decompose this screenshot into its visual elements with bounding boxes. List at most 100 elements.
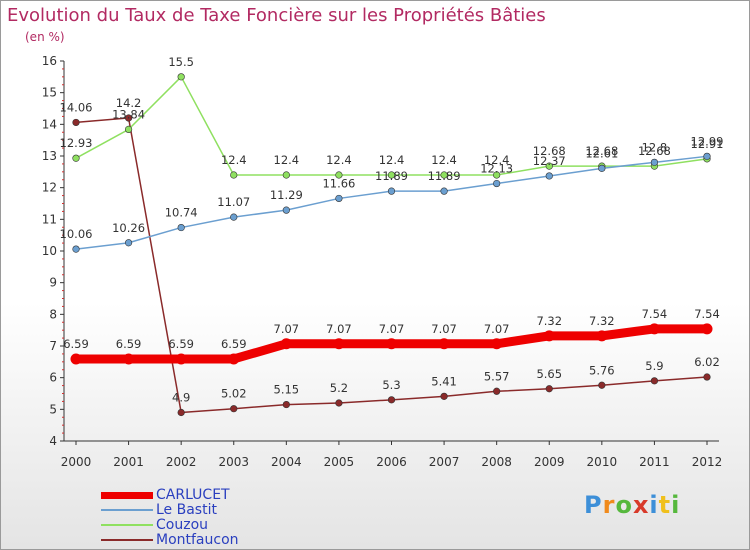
x-tick-label: 2001	[113, 455, 144, 469]
data-label-carlucet: 7.54	[642, 307, 668, 321]
data-point-couzou	[335, 171, 343, 179]
data-point-couzou	[440, 171, 448, 179]
data-point-montfaucon	[703, 373, 711, 381]
data-point-montfaucon	[598, 381, 606, 389]
data-label-couzou: 12.93	[60, 136, 93, 150]
data-point-montfaucon	[335, 399, 343, 407]
data-label-montfaucon: 6.02	[694, 355, 720, 369]
data-label-montfaucon: 14.06	[60, 100, 93, 114]
y-unit-label: (en %)	[25, 30, 65, 44]
data-point-couzou	[545, 162, 553, 170]
data-label-montfaucon: 5.15	[274, 383, 300, 397]
data-label-couzou: 12.4	[326, 153, 352, 167]
data-label-le-bastit: 11.29	[270, 188, 303, 202]
data-point-carlucet	[648, 323, 660, 335]
data-label-carlucet: 6.59	[63, 337, 89, 351]
data-point-couzou	[124, 125, 133, 133]
data-point-carlucet	[228, 353, 240, 365]
legend-label-couzou: Couzou	[156, 517, 209, 533]
y-tick-label: 9	[49, 276, 57, 290]
data-point-carlucet	[701, 323, 713, 335]
logo-letter: i	[671, 491, 681, 519]
data-label-carlucet: 7.07	[379, 322, 405, 336]
legend-swatch-couzou	[101, 524, 153, 526]
data-label-le-bastit: 11.89	[375, 169, 408, 183]
logo-letter: r	[602, 491, 616, 519]
data-label-montfaucon: 5.3	[382, 378, 400, 392]
data-label-carlucet: 7.32	[589, 314, 615, 328]
x-tick-label: 2008	[481, 455, 512, 469]
y-tick-label: 15	[42, 86, 57, 100]
legend-item-couzou: Couzou	[101, 517, 208, 533]
data-point-montfaucon	[124, 114, 133, 122]
data-label-montfaucon: 5.57	[484, 369, 510, 383]
data-point-couzou	[387, 171, 396, 179]
x-tick-label: 2010	[587, 455, 618, 469]
data-label-couzou: 12.4	[484, 153, 510, 167]
data-point-le-bastit	[177, 223, 185, 232]
data-point-carlucet	[491, 338, 503, 350]
x-tick-label: 2009	[534, 455, 565, 469]
y-tick-label: 11	[42, 212, 57, 226]
data-label-le-bastit: 12.13	[480, 162, 513, 176]
x-tick-label: 2007	[429, 455, 460, 469]
data-point-montfaucon	[177, 408, 185, 417]
data-point-le-bastit	[440, 187, 448, 195]
data-point-carlucet	[438, 338, 450, 350]
data-point-carlucet	[333, 338, 345, 350]
data-point-couzou	[230, 171, 238, 179]
x-tick-label: 2011	[639, 455, 670, 469]
legend-item-carlucet: CARLUCET	[101, 487, 230, 503]
data-point-le-bastit	[493, 179, 501, 188]
data-point-couzou	[282, 171, 290, 179]
data-label-le-bastit: 12.37	[533, 154, 566, 168]
data-label-montfaucon: 5.02	[221, 387, 247, 401]
data-label-le-bastit: 12.61	[585, 146, 618, 160]
y-tick-label: 16	[42, 54, 57, 68]
logo-letter: x	[632, 491, 650, 519]
data-label-carlucet: 6.59	[221, 337, 247, 351]
data-point-carlucet	[280, 338, 292, 350]
y-tick-label: 13	[42, 149, 57, 163]
data-point-le-bastit	[387, 187, 396, 195]
data-point-montfaucon	[72, 118, 80, 127]
data-point-montfaucon	[282, 400, 290, 409]
data-label-carlucet: 6.59	[116, 337, 142, 351]
x-tick-label: 2012	[692, 455, 723, 469]
data-label-le-bastit: 12.8	[642, 140, 668, 154]
legend-item-montfaucon: Montfaucon	[101, 532, 239, 548]
data-label-couzou: 12.4	[221, 153, 247, 167]
data-point-montfaucon	[650, 377, 659, 385]
data-point-le-bastit	[230, 213, 238, 221]
data-point-le-bastit	[72, 245, 80, 253]
data-point-couzou	[72, 154, 80, 162]
data-label-montfaucon: 5.76	[589, 363, 615, 377]
data-label-carlucet: 7.07	[274, 322, 300, 336]
data-label-montfaucon: 5.2	[330, 381, 348, 395]
data-point-montfaucon	[493, 387, 501, 395]
logo-letter: i	[649, 491, 659, 519]
data-point-montfaucon	[440, 392, 448, 400]
data-label-montfaucon: 5.9	[645, 359, 663, 373]
data-label-carlucet: 6.59	[168, 337, 194, 351]
legend-label-carlucet: CARLUCET	[156, 487, 230, 503]
data-point-montfaucon	[545, 385, 553, 393]
data-label-montfaucon: 14.2	[116, 96, 142, 110]
legend-item-le-bastit: Le Bastit	[101, 502, 217, 518]
x-tick-label: 2006	[376, 455, 407, 469]
data-point-carlucet	[386, 338, 397, 350]
legend-label-le-bastit: Le Bastit	[156, 502, 217, 518]
data-point-le-bastit	[124, 239, 133, 247]
data-label-le-bastit: 11.89	[428, 169, 461, 183]
data-point-carlucet	[543, 330, 555, 342]
data-label-le-bastit: 10.74	[165, 206, 198, 220]
y-tick-label: 8	[49, 307, 57, 321]
x-tick-label: 2004	[271, 455, 302, 469]
logo-letter: o	[615, 491, 633, 519]
data-label-couzou: 12.4	[431, 153, 457, 167]
proxiti-logo: Proxiti	[584, 491, 680, 519]
data-label-montfaucon: 5.41	[431, 374, 457, 388]
data-label-couzou: 12.68	[533, 144, 566, 158]
